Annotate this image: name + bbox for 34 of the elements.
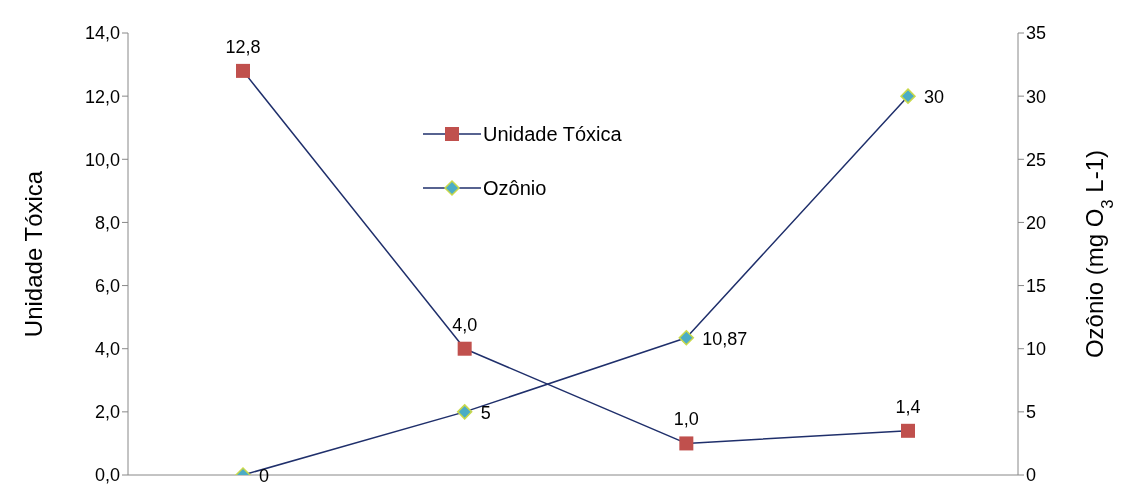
legend-label: Ozônio — [483, 176, 547, 200]
y-tick-label: 10,0 — [84, 149, 120, 170]
y2-tick-label: 35 — [1026, 23, 1047, 44]
y2-tick-label: 5 — [1026, 402, 1037, 423]
point — [901, 423, 915, 438]
data-label: 30 — [924, 87, 945, 108]
point — [457, 341, 472, 356]
data-label: 4,0 — [452, 314, 478, 335]
point — [900, 88, 916, 104]
y2-tick-label: 15 — [1026, 275, 1047, 296]
y-tick-label: 8,0 — [94, 212, 120, 233]
data-label: 1,4 — [895, 396, 921, 417]
y-tick-label: 0,0 — [94, 465, 120, 486]
y2-tick-label: 0 — [1026, 465, 1037, 486]
data-label: 10,87 — [702, 328, 748, 349]
y-tick-label: 4,0 — [94, 339, 120, 360]
data-label: 0 — [259, 466, 270, 486]
y-axis-title: Unidade Tóxica — [19, 170, 47, 338]
data-label: 1,0 — [673, 409, 699, 430]
point — [456, 404, 473, 420]
y2-tick-label: 20 — [1026, 212, 1047, 233]
legend-label: Unidade Tóxica — [483, 122, 622, 146]
data-label: 5 — [480, 402, 491, 423]
point — [679, 436, 694, 451]
y2-tick-label: 25 — [1026, 149, 1047, 170]
y2-tick-label: 10 — [1026, 339, 1047, 360]
y-tick-label: 14,0 — [84, 23, 120, 44]
y-tick-label: 2,0 — [94, 402, 120, 423]
y-tick-label: 6,0 — [94, 275, 120, 296]
y-tick-label: 12,0 — [84, 86, 120, 107]
point — [678, 329, 695, 346]
point — [236, 63, 250, 78]
y2-tick-label: 30 — [1026, 86, 1047, 107]
data-label: 12,8 — [225, 36, 261, 57]
